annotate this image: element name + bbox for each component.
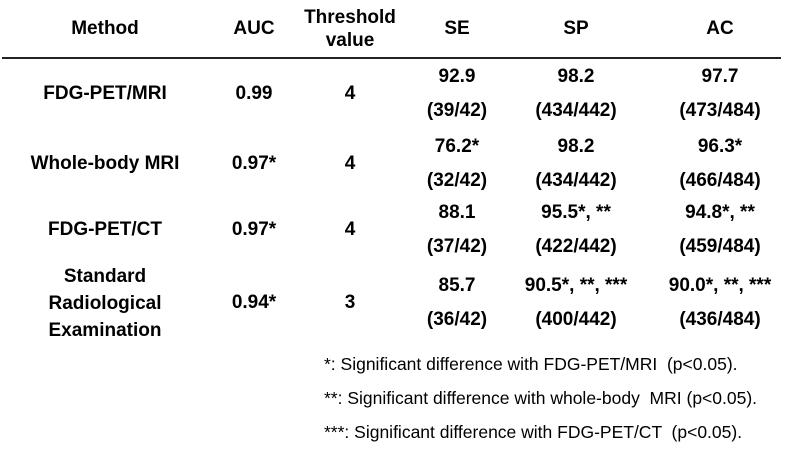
footnote-significance-whole-body-mri: **: Significant difference with whole-bo… <box>324 388 758 408</box>
threshold-value: 4 <box>344 219 356 240</box>
se-value: 88.1 <box>438 202 476 223</box>
column-header-sp: SP <box>563 17 589 39</box>
column-header-auc: AUC <box>233 17 275 39</box>
footnote-significance-fdg-pet-ct: ***: Significant difference with FDG-PET… <box>324 422 743 442</box>
threshold-value: 3 <box>344 292 356 313</box>
ac-fraction: (459/484) <box>679 236 761 257</box>
ac-cell: 97.7 (473/484) <box>679 60 760 128</box>
sp-cell: 90.5*, **, *** (400/442) <box>525 269 627 337</box>
column-header-ac: AC <box>706 17 734 39</box>
ac-value: 96.3* <box>697 136 743 157</box>
method-label: Standard Radiological Examination <box>48 265 162 341</box>
ac-value: 97.7 <box>701 66 739 87</box>
se-fraction: (37/42) <box>426 236 488 257</box>
method-label: FDG-PET/MRI <box>43 83 167 104</box>
ac-value: 90.0*, **, *** <box>668 275 772 296</box>
se-cell: 85.7 (36/42) <box>427 269 487 337</box>
column-header-se: SE <box>444 17 470 39</box>
footnotes: *: Significant difference with FDG-PET/M… <box>324 347 757 449</box>
auc-value: 0.99 <box>235 83 273 104</box>
sp-value: 95.5*, ** <box>541 202 611 223</box>
method-label: FDG-PET/CT <box>48 219 162 240</box>
column-header-method: Method <box>71 17 139 39</box>
se-fraction: (32/42) <box>426 170 488 191</box>
ac-fraction: (473/484) <box>679 100 761 121</box>
ac-cell: 96.3* (466/484) <box>679 130 760 198</box>
auc-value: 0.97* <box>231 219 277 240</box>
se-cell: 88.1 (37/42) <box>427 196 487 264</box>
se-fraction: (39/42) <box>426 100 488 121</box>
sp-cell: 95.5*, ** (422/442) <box>535 196 616 264</box>
header-separator-rule <box>2 57 781 59</box>
se-cell: 76.2* (32/42) <box>427 130 487 198</box>
se-fraction: (36/42) <box>426 309 488 330</box>
sp-value: 98.2 <box>557 136 595 157</box>
threshold-value: 4 <box>344 153 356 174</box>
se-value: 92.9 <box>438 66 476 87</box>
ac-fraction: (436/484) <box>679 309 761 330</box>
sp-cell: 98.2 (434/442) <box>535 130 616 198</box>
results-table: Method AUC Threshold value SE SP AC FDG-… <box>30 6 772 341</box>
se-cell: 92.9 (39/42) <box>427 60 487 128</box>
threshold-value: 4 <box>344 83 356 104</box>
sp-fraction: (434/442) <box>535 170 617 191</box>
auc-value: 0.94* <box>231 292 277 313</box>
column-header-threshold-value: Threshold value <box>304 6 396 51</box>
sp-fraction: (422/442) <box>535 236 617 257</box>
sp-value: 90.5*, **, *** <box>524 275 628 296</box>
method-label: Whole-body MRI <box>30 153 180 174</box>
ac-value: 94.8*, ** <box>685 202 755 223</box>
sp-fraction: (434/442) <box>535 100 617 121</box>
footnote-significance-fdg-pet-mri: *: Significant difference with FDG-PET/M… <box>324 354 738 374</box>
sp-fraction: (400/442) <box>535 309 617 330</box>
ac-cell: 94.8*, ** (459/484) <box>679 196 760 264</box>
sp-value: 98.2 <box>557 66 595 87</box>
ac-cell: 90.0*, **, *** (436/484) <box>669 269 771 337</box>
auc-value: 0.97* <box>231 153 277 174</box>
se-value: 85.7 <box>438 275 476 296</box>
ac-fraction: (466/484) <box>679 170 761 191</box>
se-value: 76.2* <box>434 136 480 157</box>
sp-cell: 98.2 (434/442) <box>535 60 616 128</box>
